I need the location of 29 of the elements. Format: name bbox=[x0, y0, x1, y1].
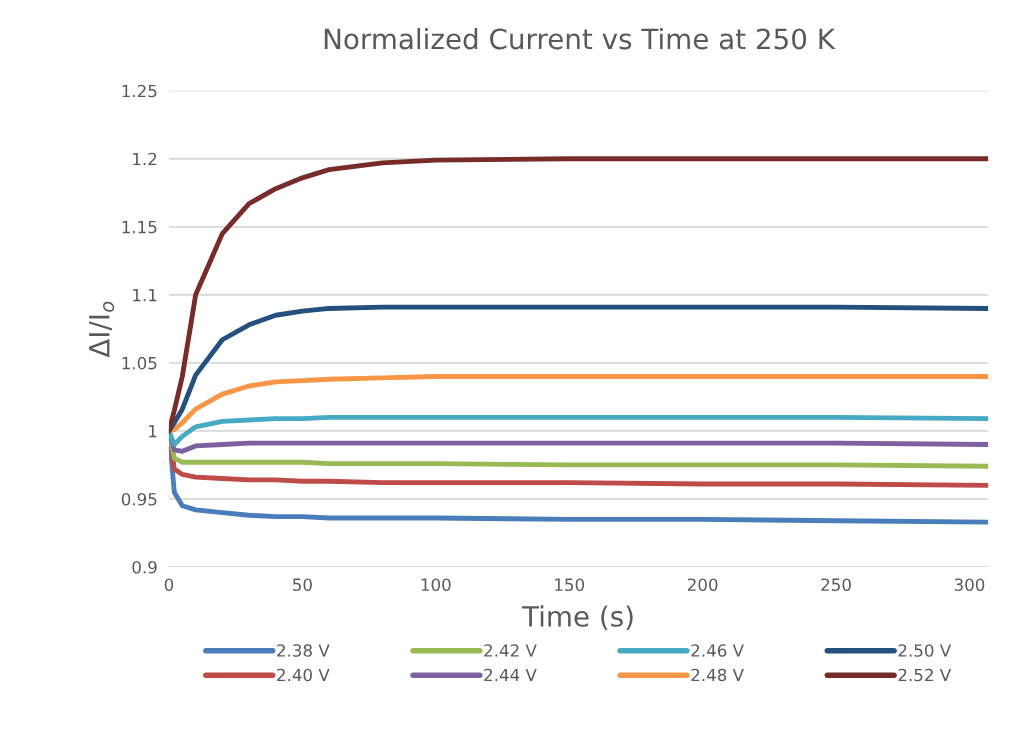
y-tick-label: 1.1 bbox=[133, 289, 157, 302]
line-series bbox=[168, 374, 989, 434]
legend-label: 2.38 V bbox=[277, 644, 330, 657]
x-tick-label: 300 bbox=[954, 578, 985, 592]
y-tick-label: 1.05 bbox=[122, 356, 157, 370]
y-tick-label: 1.25 bbox=[122, 84, 157, 98]
x-axis-title: Time (s) bbox=[522, 605, 633, 631]
chart-title: Normalized Current vs Time at 250 K bbox=[324, 27, 836, 50]
y-tick-label: 0.9 bbox=[132, 560, 157, 574]
x-tick-label: 0 bbox=[164, 578, 174, 592]
x-tick-label: 100 bbox=[421, 578, 451, 592]
y-tick-label: 1 bbox=[149, 425, 157, 438]
x-tick-label: 150 bbox=[555, 578, 585, 592]
y-tick-label: 0.95 bbox=[121, 492, 157, 506]
line-series bbox=[168, 414, 989, 447]
line-series bbox=[168, 156, 989, 434]
legend-label: 2.42 V bbox=[484, 644, 537, 657]
y-tick-label: 1.15 bbox=[122, 220, 157, 234]
x-tick-label: 250 bbox=[821, 578, 851, 592]
y-tick-label: 1.2 bbox=[133, 152, 157, 166]
y-axis-title: ΔI/I$_{o}$ bbox=[89, 301, 115, 358]
x-tick-label: 200 bbox=[687, 578, 718, 592]
x-tick-label: 50 bbox=[293, 578, 312, 592]
legend-label: 2.48 V bbox=[691, 668, 744, 682]
legend-label: 2.40 V bbox=[277, 668, 330, 682]
legend-label: 2.52 V bbox=[898, 668, 952, 682]
legend-label: 2.44 V bbox=[484, 668, 537, 682]
legend-label: 2.50 V bbox=[898, 644, 952, 657]
legend-label: 2.46 V bbox=[691, 644, 744, 657]
